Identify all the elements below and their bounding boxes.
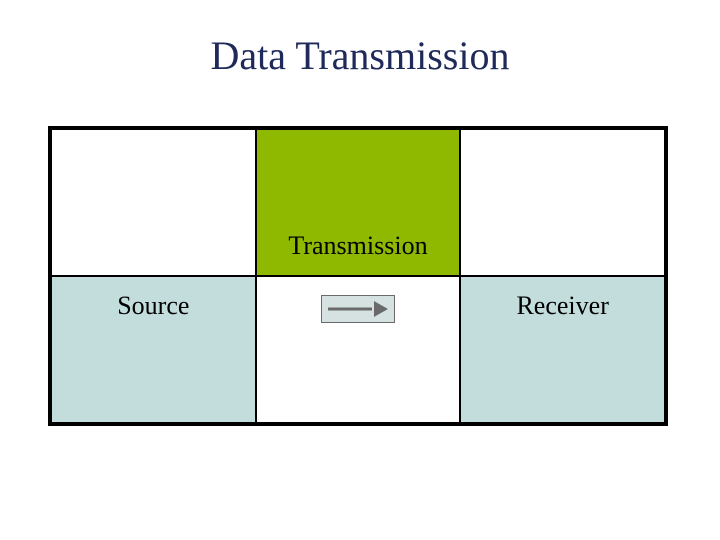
page-title: Data Transmission <box>0 32 720 79</box>
receiver-label: Receiver <box>516 291 608 321</box>
cell-transmission: Transmission <box>256 129 461 276</box>
cell-top-right <box>460 129 665 276</box>
source-label: Source <box>117 291 189 321</box>
cell-top-left <box>51 129 256 276</box>
arrow-right-icon <box>321 295 395 323</box>
diagram-grid: Transmission Source Receiver <box>48 126 668 426</box>
transmission-label: Transmission <box>288 231 427 261</box>
cell-source: Source <box>51 276 256 423</box>
cell-receiver: Receiver <box>460 276 665 423</box>
cell-arrow <box>256 276 461 423</box>
